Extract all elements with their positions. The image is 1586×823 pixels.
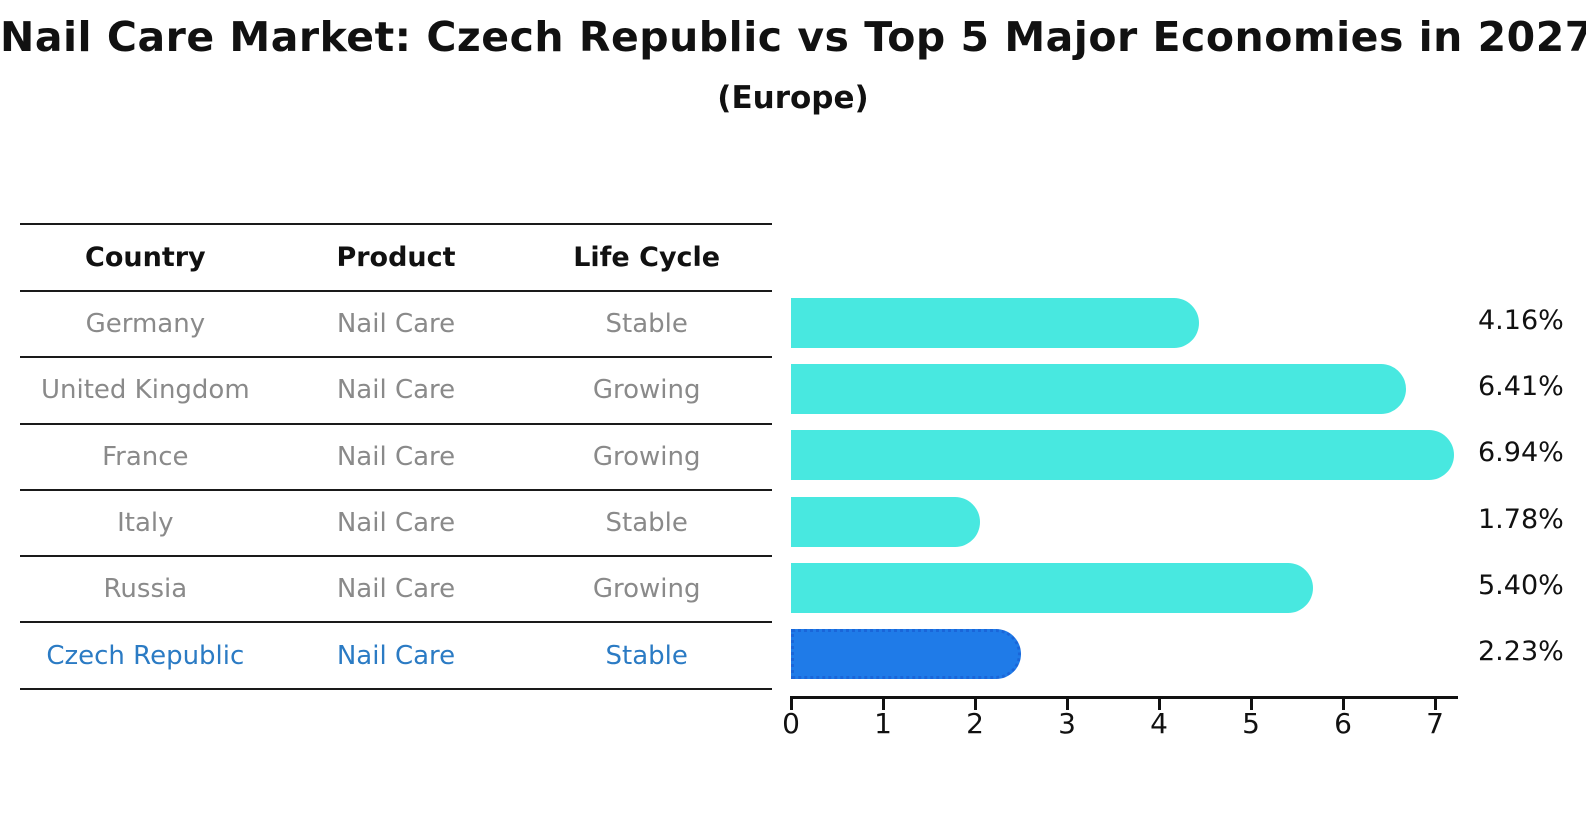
life-cycle-cell: Growing [592,375,701,406]
country-cell: United Kingdom [40,375,250,406]
value-label-italy: 1.78% [1478,503,1564,535]
country-cell: Russia [103,574,188,605]
product-cell: Nail Care [336,640,456,671]
product-cell: Nail Care [336,574,456,605]
chart-title: Nail Care Market: Czech Republic vs Top … [0,13,1586,61]
x-axis-tick-label-2: 2 [966,707,984,740]
chart-subtitle: (Europe) [717,80,869,116]
x-axis-tick-5 [1249,699,1253,710]
x-axis-tick-7 [1433,699,1437,710]
x-axis-line [790,696,1458,699]
table-row-czech-republic: Czech Republic Nail Care Stable [20,623,772,690]
x-axis-tick-0 [789,699,793,710]
x-axis-tick-2 [973,699,977,710]
column-header-life-cycle: Life Cycle [573,242,721,273]
bar-france [791,430,1455,481]
life-cycle-cell: Growing [592,574,701,605]
value-label-united-kingdom: 6.41% [1478,371,1564,403]
life-cycle-cell: Stable [605,640,688,671]
table-row-united-kingdom: United Kingdom Nail Care Growing [20,358,772,425]
table-row-germany: Germany Nail Care Stable [20,292,772,359]
country-cell: Italy [117,508,174,539]
column-header-product: Product [336,242,456,273]
bar-italy [791,496,980,547]
product-cell: Nail Care [336,309,456,340]
x-axis-tick-label-4: 4 [1150,707,1168,740]
table-row-russia: Russia Nail Care Growing [20,557,772,624]
column-header-country: Country [85,242,206,273]
product-cell: Nail Care [336,375,456,406]
life-cycle-cell: Growing [592,441,701,472]
x-axis-tick-label-5: 5 [1242,707,1260,740]
x-axis-tick-label-3: 3 [1058,707,1076,740]
table-row-france: France Nail Care Growing [20,425,772,491]
country-cell: Germany [85,309,206,340]
bar-united-kingdom [791,364,1406,415]
table-body: Germany Nail Care Stable United Kingdom Nail… [20,292,772,690]
bar-germany [791,298,1199,348]
value-label-czech-republic: 2.23% [1478,636,1564,667]
x-axis-tick-label-0: 0 [782,707,800,740]
x-axis-tick-1 [881,699,885,710]
value-label-germany: 4.16% [1478,305,1564,336]
x-axis-tick-label-6: 6 [1334,707,1352,740]
country-cell: France [102,441,189,472]
table-header-row: Country Product Life Cycle [20,225,772,292]
bar-russia [791,562,1313,613]
x-axis-tick-label-7: 7 [1426,707,1444,740]
product-cell: Nail Care [336,508,456,539]
x-axis-tick-label-1: 1 [874,707,892,740]
table-row-italy: Italy Nail Care Stable [20,491,772,558]
product-cell: Nail Care [336,441,456,472]
x-axis-tick-4 [1157,699,1161,710]
life-cycle-cell: Stable [605,309,688,340]
value-label-russia: 5.40% [1478,569,1564,601]
x-axis-tick-6 [1341,699,1345,710]
country-table: Country Product Life Cycle Germany Nail C… [20,223,772,690]
value-label-france: 6.94% [1478,437,1564,469]
bar-czech-republic [791,629,1022,679]
life-cycle-cell: Stable [605,508,688,539]
country-cell: Czech Republic [46,640,245,671]
x-axis-tick-3 [1065,699,1069,710]
